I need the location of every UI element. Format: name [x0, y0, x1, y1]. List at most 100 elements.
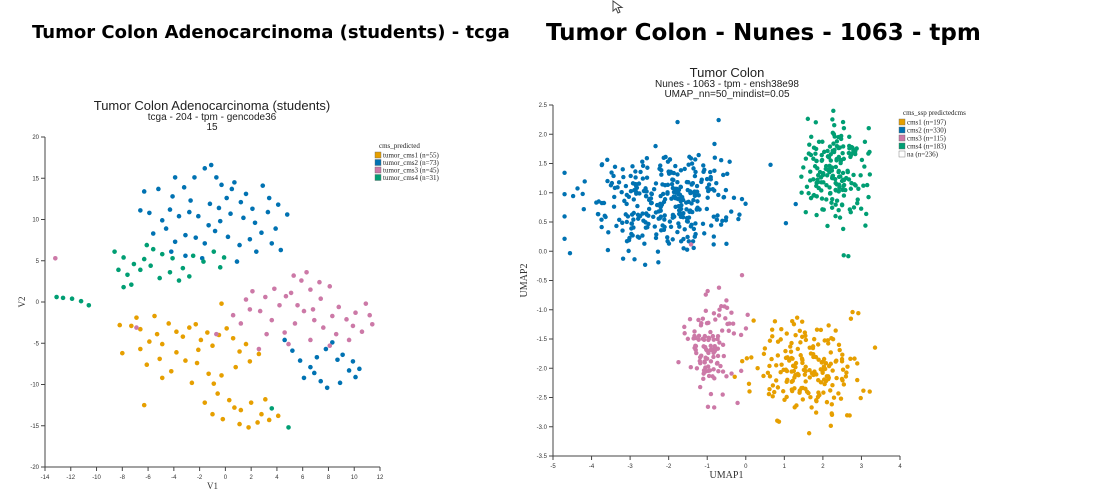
data-point: [804, 184, 810, 189]
legend-swatch: [898, 150, 906, 158]
data-point: [78, 298, 84, 304]
data-point: [337, 380, 343, 386]
data-point: [684, 207, 689, 212]
y-axis-label: UMAP2: [519, 264, 530, 298]
chart-title: Tumor Colon Adenocarcinoma (students): [94, 98, 331, 113]
data-point: [715, 213, 720, 218]
data-point: [834, 158, 839, 163]
data-point: [824, 197, 829, 202]
data-point: [363, 301, 369, 306]
data-point: [669, 182, 675, 187]
data-point: [844, 370, 849, 375]
data-point: [867, 389, 872, 394]
data-point: [615, 185, 620, 190]
data-point: [157, 275, 162, 281]
y-tick-label: -1.0: [537, 308, 548, 314]
data-point: [767, 374, 773, 379]
data-point: [847, 134, 852, 140]
data-point: [612, 164, 618, 170]
data-point: [821, 377, 827, 382]
data-point: [809, 405, 814, 410]
data-point: [789, 369, 794, 374]
data-point: [850, 309, 855, 315]
data-point: [852, 356, 857, 361]
data-point: [156, 186, 161, 192]
data-point: [290, 348, 295, 353]
data-point: [751, 318, 756, 323]
data-point: [174, 329, 179, 334]
right-heading: Tumor Colon - Nunes - 1063 - tpm: [546, 20, 981, 46]
data-point: [845, 364, 850, 369]
data-point: [714, 217, 720, 222]
data-point: [181, 185, 187, 190]
data-point: [703, 308, 709, 314]
data-point: [830, 368, 835, 373]
data-point: [686, 239, 692, 244]
data-point: [202, 400, 208, 405]
data-point: [823, 361, 829, 366]
data-point: [116, 267, 121, 273]
data-point: [243, 191, 249, 197]
y-tick-label: -15: [30, 424, 39, 430]
data-point: [840, 226, 846, 232]
data-point: [603, 214, 608, 220]
data-point: [708, 391, 714, 397]
data-point: [707, 187, 712, 192]
data-point: [633, 169, 638, 174]
data-point: [708, 343, 713, 349]
data-point: [711, 214, 716, 219]
data-point: [805, 116, 811, 122]
data-point: [693, 169, 698, 175]
y-axis-label: V2: [17, 297, 27, 308]
data-point: [789, 388, 795, 394]
data-point: [749, 355, 754, 360]
data-point: [224, 326, 229, 331]
data-point: [800, 360, 805, 366]
data-point: [241, 215, 246, 221]
data-point: [827, 169, 832, 175]
data-point: [695, 199, 700, 204]
chart-title: Tumor Colon: [690, 65, 765, 80]
x-tick-label: 1: [783, 464, 787, 470]
series-2: [53, 255, 375, 352]
data-point: [691, 197, 696, 203]
data-point: [163, 226, 169, 231]
data-point: [193, 235, 199, 240]
data-point: [675, 119, 680, 125]
data-point: [269, 317, 275, 323]
data-point: [840, 367, 846, 372]
data-point: [701, 163, 706, 168]
data-point: [827, 185, 832, 190]
data-point: [208, 162, 214, 168]
data-point: [755, 365, 760, 371]
data-point: [761, 373, 766, 379]
data-point: [689, 182, 694, 187]
y-tick-label: 0: [36, 300, 40, 306]
data-point: [829, 205, 835, 210]
data-point: [299, 278, 304, 283]
data-point: [606, 230, 611, 235]
data-point: [702, 360, 707, 365]
data-point: [629, 226, 634, 231]
data-point: [838, 174, 843, 179]
x-axis-label: UMAP1: [710, 470, 744, 481]
y-tick-label: 15: [32, 176, 39, 182]
data-point: [232, 405, 237, 410]
data-point: [822, 338, 827, 343]
x-tick-label: -3: [627, 464, 633, 470]
data-point: [681, 246, 686, 251]
data-point: [230, 336, 236, 341]
data-point: [719, 328, 725, 333]
data-point: [353, 374, 358, 380]
data-point: [845, 169, 851, 175]
data-point: [792, 363, 797, 368]
data-point: [682, 166, 687, 172]
data-point: [675, 179, 680, 185]
data-point: [723, 187, 729, 193]
data-point: [830, 117, 835, 122]
data-point: [662, 217, 667, 222]
data-point: [631, 197, 636, 202]
data-point: [711, 311, 717, 316]
data-point: [720, 392, 725, 397]
data-point: [784, 331, 789, 336]
